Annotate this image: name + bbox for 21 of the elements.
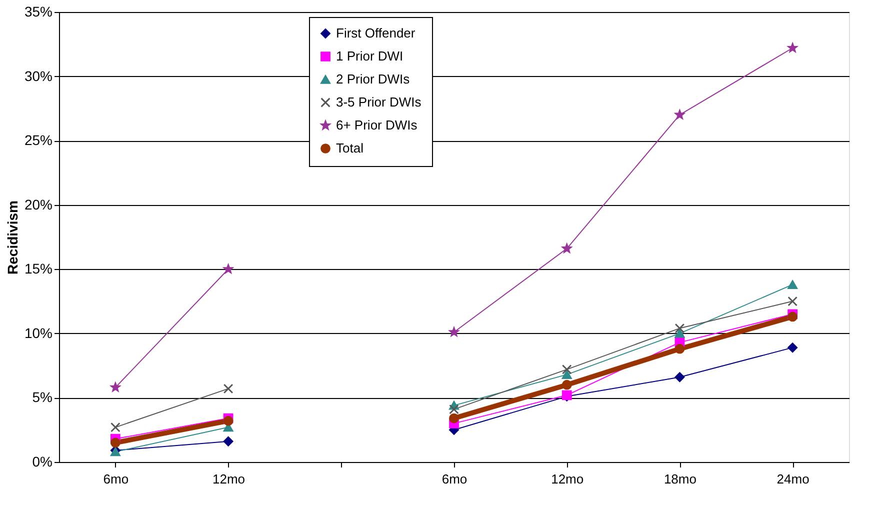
x-tick-label: 18mo <box>664 472 696 486</box>
legend-label: Total <box>336 140 364 156</box>
x-tick-label: 12mo <box>212 472 246 486</box>
y-axis-title: Recidivism <box>4 200 20 274</box>
y-tick-label: 10% <box>24 324 52 341</box>
y-tick-label: 15% <box>24 260 52 277</box>
legend-label: First Offender <box>336 26 416 40</box>
x-tick-label: 24mo <box>776 472 810 486</box>
legend-label: 1 Prior DWI <box>336 48 404 64</box>
legend-label: 6+ Prior DWIs <box>336 118 418 132</box>
x-tick-label: 6mo <box>103 472 129 486</box>
x-tick-label: 6mo <box>442 472 468 486</box>
y-tick-label: 0% <box>32 454 52 470</box>
y-tick-label: 30% <box>24 68 52 84</box>
x-tick-label: 12mo <box>551 472 584 486</box>
y-tick-label: 25% <box>24 132 52 148</box>
y-tick-label: 5% <box>32 389 52 406</box>
legend-label: 3-5 Prior DWIs <box>336 94 422 110</box>
y-tick-label: 20% <box>24 196 52 212</box>
legend-label: 2 Prior DWIs <box>336 72 410 86</box>
y-tick-label: 35% <box>24 4 52 20</box>
